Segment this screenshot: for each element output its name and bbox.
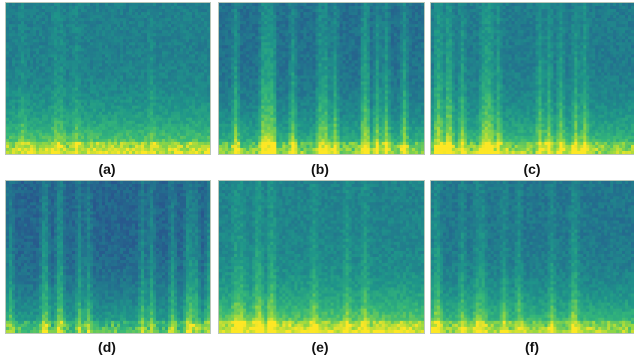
spectrogram-heatmap-c [431, 3, 634, 154]
spectrogram-b [218, 2, 425, 155]
caption-c: (c) [492, 161, 572, 177]
spectrogram-heatmap-f [431, 181, 634, 333]
caption-f: (f) [492, 339, 572, 355]
caption-b: (b) [280, 161, 360, 177]
caption-d: (d) [67, 339, 147, 355]
spectrogram-heatmap-e [219, 181, 424, 333]
caption-e: (e) [280, 339, 360, 355]
spectrogram-heatmap-a [6, 3, 210, 154]
spectrogram-c [430, 2, 634, 155]
spectrogram-heatmap-d [6, 181, 210, 333]
caption-a: (a) [67, 161, 147, 177]
spectrogram-d [5, 180, 211, 334]
spectrogram-f [430, 180, 634, 334]
spectrogram-heatmap-b [219, 3, 424, 154]
spectrogram-a [5, 2, 211, 155]
spectrogram-e [218, 180, 425, 334]
